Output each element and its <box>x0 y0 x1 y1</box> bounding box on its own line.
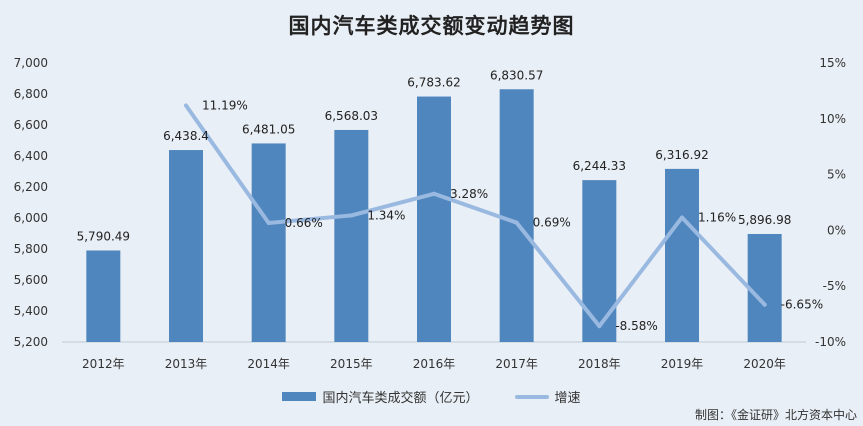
growth-point <box>680 215 684 220</box>
x-tick-label: 2016年 <box>413 357 456 371</box>
y-left-tick-label: 6,400 <box>14 149 48 163</box>
y-left-tick-label: 5,800 <box>14 242 48 256</box>
x-tick-label: 2017年 <box>495 357 538 371</box>
growth-value-label: -8.58% <box>615 319 657 333</box>
legend-swatch-line <box>514 394 549 399</box>
line-layer <box>184 103 767 329</box>
bar <box>499 89 534 342</box>
growth-point <box>184 103 188 108</box>
bar <box>334 129 369 342</box>
growth-value-label: -6.65% <box>781 298 823 312</box>
y-left-tick-label: 6,200 <box>14 180 48 194</box>
bar <box>251 143 286 342</box>
axes-layer: 5,200 5,400 5,600 5,800 6,000 6,200 6,400 6,600… <box>14 56 846 371</box>
chart-title: 国内汽车类成交额变动趋势图 <box>288 14 575 38</box>
bar-value-label: 6,481.05 <box>242 122 295 136</box>
growth-point <box>597 324 602 329</box>
growth-point <box>266 221 271 226</box>
y-right-tick-label: 0% <box>827 223 846 237</box>
bar-value-label: 6,316.92 <box>655 148 708 162</box>
growth-value-label: 1.16% <box>698 210 736 224</box>
growth-point <box>762 302 767 307</box>
y-right-tick-label: 5% <box>827 168 846 182</box>
growth-value-label: 0.69% <box>533 216 571 230</box>
legend-label-line: 增速 <box>554 391 581 406</box>
y-left-tick-label: 5,200 <box>14 335 48 349</box>
legend-swatch-bar <box>282 392 317 401</box>
bar-value-label: 6,783.62 <box>407 76 460 90</box>
y-right-tick-label: 15% <box>819 56 846 70</box>
bar-value-label: 6,438.4 <box>163 129 209 143</box>
y-left-tick-label: 6,800 <box>14 87 48 101</box>
y-left-tick-label: 7,000 <box>14 56 48 70</box>
bar <box>582 180 617 342</box>
x-tick-label: 2013年 <box>165 357 208 371</box>
y-right-tick-label: -5% <box>823 279 846 293</box>
y-left-tick-label: 6,000 <box>14 211 48 225</box>
bar-value-label: 5,896.98 <box>738 213 791 227</box>
bar <box>169 150 203 342</box>
growth-value-label: 1.34% <box>367 208 405 222</box>
y-right-tick-label: 10% <box>819 112 846 126</box>
credit-text: 制图：《金证研》北方资本中心 <box>694 408 857 422</box>
x-tick-label: 2012年 <box>82 357 125 371</box>
labels-layer: 5,790.49 6,438.4 6,481.05 6,568.03 6,783.62 6… <box>77 68 824 333</box>
growth-point <box>432 191 436 196</box>
growth-value-label: 0.66% <box>285 216 323 230</box>
x-tick-label: 2018年 <box>578 357 621 371</box>
y-left-tick-label: 5,400 <box>14 304 48 318</box>
bar <box>747 233 782 342</box>
legend: 国内汽车类成交额（亿元） 增速 <box>0 387 863 406</box>
x-tick-label: 2020年 <box>743 357 786 371</box>
bars-layer <box>86 89 782 342</box>
growth-value-label: 11.19% <box>202 99 248 113</box>
legend-label-bar: 国内汽车类成交额（亿元） <box>322 391 479 406</box>
bar <box>86 250 121 342</box>
x-tick-label: 2014年 <box>247 357 290 371</box>
legend-item-line: 增速 <box>514 387 581 406</box>
bar-value-label: 6,244.33 <box>573 159 626 173</box>
y-left-tick-label: 6,600 <box>14 118 48 132</box>
growth-point <box>349 213 354 218</box>
growth-point <box>514 220 519 225</box>
bar-value-label: 5,790.49 <box>77 229 130 243</box>
x-tick-label: 2019年 <box>661 357 704 371</box>
y-right-tick-label: -10% <box>815 335 846 349</box>
legend-item-bar: 国内汽车类成交额（亿元） <box>282 387 479 406</box>
growth-line <box>184 103 767 329</box>
bar-value-label: 6,830.57 <box>490 68 543 82</box>
bar-value-label: 6,568.03 <box>325 109 378 123</box>
bar <box>665 168 699 342</box>
growth-value-label: 3.28% <box>450 187 488 201</box>
y-left-tick-label: 5,600 <box>14 273 48 287</box>
x-tick-label: 2015年 <box>330 357 373 371</box>
bar <box>417 96 451 342</box>
